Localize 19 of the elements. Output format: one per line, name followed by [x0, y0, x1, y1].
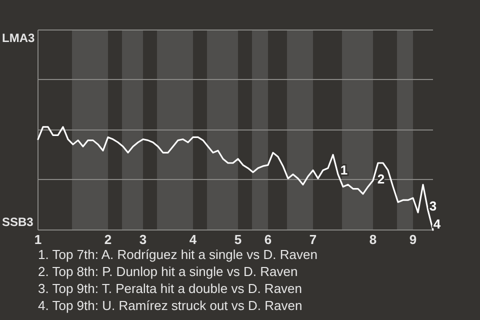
annotation: 1: [340, 162, 348, 178]
x-tick-label: 6: [264, 232, 272, 247]
text: 4. Top 9th: U. Ramírez struck out vs D. Raven: [38, 298, 302, 313]
x-tick-label: 8: [369, 232, 377, 247]
annotation: 2: [377, 172, 385, 186]
text: SSB3: [2, 215, 34, 229]
x-tick-label: 9: [409, 232, 417, 247]
text: 1. Top 7th: A. Rodríguez hit a single vs D. Raven: [38, 247, 318, 262]
text: 2. Top 8th: P. Dunlop hit a single vs D. Raven: [38, 264, 298, 279]
x-tick-label: 4: [189, 232, 198, 247]
x-tick-label: 2: [104, 232, 112, 247]
x-tick-label: 7: [309, 232, 317, 247]
x-tick-label: 3: [139, 232, 147, 247]
x-tick-label: 1: [34, 232, 42, 247]
text: LMA3: [2, 31, 35, 45]
annotation: 3: [429, 198, 437, 214]
text: 3. Top 9th: T. Peralta hit a double vs D. Raven: [38, 281, 302, 296]
x-tick-label: 5: [234, 232, 242, 247]
text: 4: [433, 216, 442, 232]
